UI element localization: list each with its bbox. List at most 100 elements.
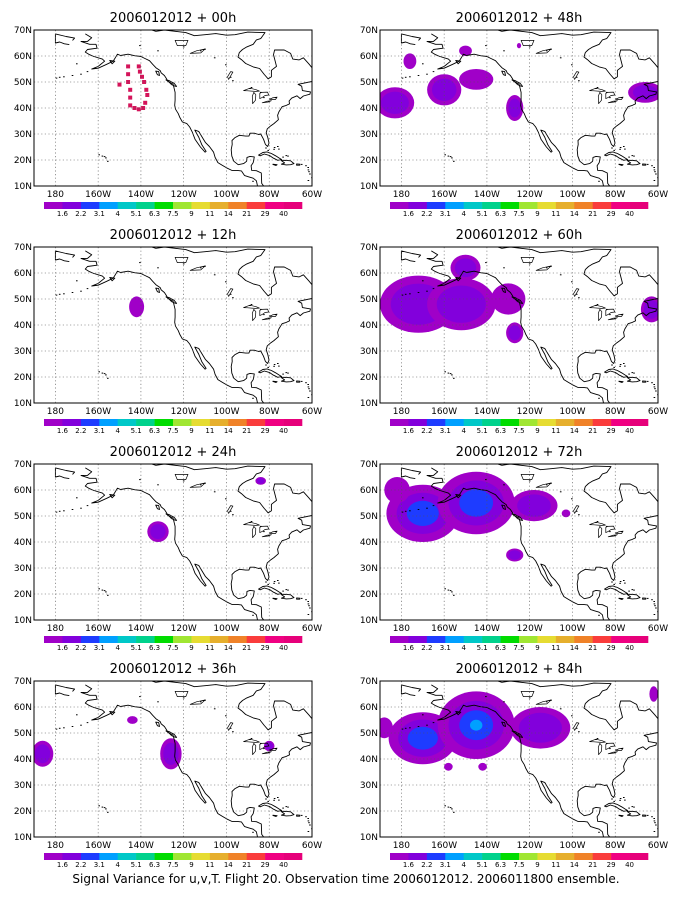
colorbar: 1.6 2.2 3.1 4 5.1 6.3 7.5 9 11 14 21 29 40: [390, 636, 649, 652]
colorbar: 1.6 2.2 3.1 4 5.1 6.3 7.5 9 11 14 21 29 40: [44, 419, 303, 435]
colorbar-label: 1.6: [57, 427, 69, 435]
colorbar-swatch: [592, 636, 612, 643]
colorbar: 1.6 2.2 3.1 4 5.1 6.3 7.5 9 11 14 21 29 40: [390, 419, 649, 435]
lon-tick-label: 100W: [559, 190, 585, 200]
map-panel-4: 2006012012 + 48h 10N 20N 30N 40N 50N 60N 70N 180…: [360, 11, 668, 218]
observation-point: [137, 69, 142, 74]
colorbar-label: 4: [461, 644, 466, 652]
colorbar-swatch: [209, 419, 229, 426]
map-panel-3: 2006012012 + 36h 10N 20N 30N 40N 50N 60N 70N 180…: [14, 662, 322, 869]
lat-tick-label: 10N: [360, 182, 378, 192]
colorbar-label: 21: [588, 861, 597, 869]
colorbar-swatch: [99, 636, 119, 643]
colorbar-label: 3.1: [440, 861, 451, 869]
colorbar-label: 4: [461, 210, 466, 218]
colorbar-swatch: [426, 636, 446, 643]
colorbar-label: 7.5: [513, 644, 524, 652]
lon-tick-label: 60W: [648, 407, 668, 417]
colorbar-label: 29: [607, 210, 616, 218]
lon-tick-label: 120W: [171, 624, 197, 634]
map-panel-5: 2006012012 + 60h 10N 20N 30N 40N 50N 60N 70N 180…: [360, 228, 668, 435]
variance-level-0: [403, 53, 417, 69]
colorbar-label: 40: [625, 861, 634, 869]
lat-tick-label: 40N: [14, 104, 32, 114]
colorbar-label: 3.1: [94, 861, 105, 869]
variance-region: [450, 254, 481, 281]
observation-point: [144, 87, 149, 92]
colorbar-swatch: [136, 853, 155, 860]
observation-point: [126, 72, 131, 77]
colorbar-label: 5.1: [131, 861, 142, 869]
lat-tick-label: 10N: [360, 399, 378, 409]
colorbar-swatch: [99, 419, 119, 426]
colorbar-label: 21: [242, 644, 251, 652]
colorbar-label: 1.6: [57, 861, 69, 869]
lon-tick-label: 100W: [213, 841, 239, 851]
variance-level-0: [459, 69, 494, 90]
colorbar-swatch: [555, 853, 575, 860]
coastline: [54, 247, 312, 403]
colorbar-swatch: [44, 419, 63, 426]
lon-tick-label: 120W: [517, 624, 543, 634]
lon-tick-label: 140W: [474, 407, 500, 417]
colorbar-label: 3.1: [440, 427, 451, 435]
colorbar-label: 4: [115, 861, 120, 869]
colorbar-swatch: [62, 853, 82, 860]
variance-level-2: [406, 500, 439, 526]
colorbar-swatch: [500, 636, 520, 643]
colorbar-swatch: [408, 853, 428, 860]
lon-tick-label: 120W: [517, 407, 543, 417]
variance-region: [491, 283, 526, 315]
colorbar-swatch: [209, 202, 229, 209]
lat-tick-label: 70N: [360, 243, 378, 253]
colorbar-label: 40: [625, 210, 634, 218]
lat-tick-label: 20N: [360, 373, 378, 383]
colorbar-swatch: [390, 419, 409, 426]
colorbar-swatch: [99, 853, 119, 860]
variance-level-2: [459, 489, 494, 517]
variance-region: [380, 717, 393, 739]
lon-tick-label: 180: [47, 190, 64, 200]
colorbar-swatch: [611, 636, 630, 643]
lat-tick-label: 30N: [360, 130, 378, 140]
colorbar-label: 3.1: [94, 427, 105, 435]
colorbar-label: 11: [205, 427, 214, 435]
colorbar-label: 9: [189, 210, 193, 218]
colorbar-swatch: [283, 419, 303, 426]
map-frame: [33, 680, 313, 838]
variance-level-2: [407, 726, 438, 750]
map-panel-2: 2006012012 + 24h 10N 20N 30N 40N 50N 60N 70N 180…: [14, 445, 322, 652]
variance-region: [649, 686, 658, 702]
colorbar-label: 4: [461, 427, 466, 435]
panel-title: 2006012012 + 00h: [110, 11, 237, 26]
lat-tick-label: 60N: [360, 703, 378, 713]
colorbar-swatch: [117, 419, 137, 426]
lon-tick-label: 140W: [128, 407, 154, 417]
variance-region: [384, 477, 410, 503]
colorbar-swatch: [445, 202, 465, 209]
colorbar-label: 21: [242, 210, 251, 218]
colorbar-swatch: [555, 636, 575, 643]
colorbar-swatch: [191, 636, 211, 643]
colorbar-swatch: [246, 636, 266, 643]
lon-tick-label: 80W: [605, 841, 625, 851]
colorbar-swatch: [463, 202, 483, 209]
lat-tick-label: 50N: [14, 512, 32, 522]
colorbar-swatch: [173, 202, 192, 209]
lon-tick-label: 160W: [85, 841, 111, 851]
gridlines: [380, 30, 658, 186]
lon-tick-label: 160W: [85, 624, 111, 634]
variance-level-1: [632, 84, 658, 100]
colorbar-label: 1.6: [403, 644, 415, 652]
colorbar-swatch: [209, 853, 229, 860]
colorbar-swatch: [265, 853, 284, 860]
lon-tick-label: 60W: [648, 841, 668, 851]
colorbar-swatch: [228, 419, 248, 426]
colorbar-swatch: [228, 853, 248, 860]
map-frame: [379, 463, 659, 621]
colorbar-swatch: [482, 636, 501, 643]
colorbar-label: 3.1: [94, 644, 105, 652]
variance-region: [506, 548, 524, 562]
colorbar-swatch: [191, 853, 211, 860]
lon-tick-label: 160W: [431, 841, 457, 851]
